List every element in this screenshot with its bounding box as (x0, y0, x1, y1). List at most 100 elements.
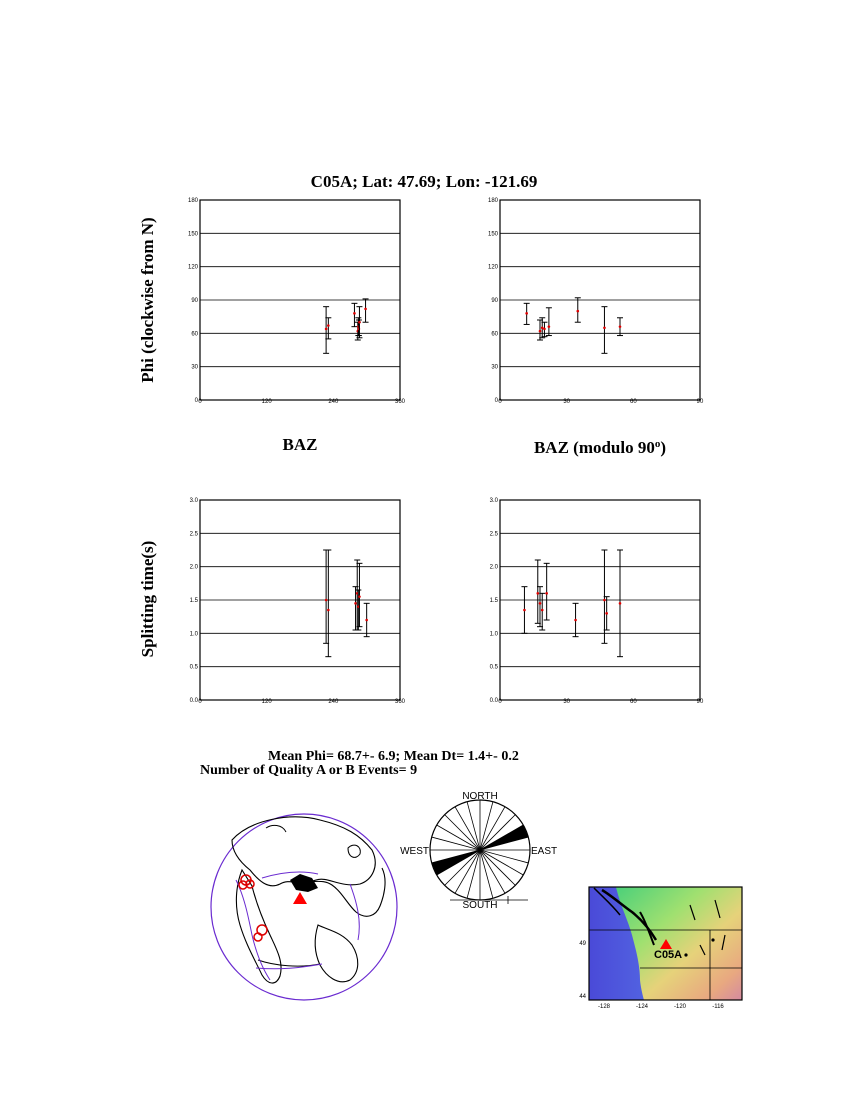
rose-petal (480, 825, 529, 850)
data-point (523, 608, 526, 612)
data-point (525, 312, 528, 315)
y-tick-label: 0 (495, 398, 499, 404)
y-tick-label: 60 (491, 331, 498, 337)
baz-axis-title: BAZ (283, 435, 318, 454)
data-point (603, 598, 606, 602)
data-point (365, 618, 368, 622)
continent-outline (231, 816, 376, 887)
error-bar (325, 549, 332, 658)
y-tick-label: 0.0 (490, 698, 499, 704)
coastline (601, 888, 658, 941)
y-tick-label: 2.0 (490, 565, 499, 571)
y-tick-label: 60 (191, 331, 198, 337)
y-tick-label: 0.0 (190, 698, 199, 704)
data-point (324, 327, 328, 331)
data-point (547, 325, 551, 328)
lat-tick-label: 44 (579, 994, 586, 1000)
lon-tick-label: -120 (674, 1004, 687, 1010)
y-tick-label: 180 (188, 198, 199, 204)
error-bar (543, 562, 550, 621)
y-tick-label: 120 (488, 265, 499, 271)
x-tick-label: 0 (498, 399, 502, 405)
data-point (358, 595, 361, 598)
y-tick-label: 120 (188, 265, 199, 271)
data-point (545, 592, 548, 595)
data-point (536, 592, 540, 595)
data-point (324, 598, 328, 602)
y-tick-label: 0.5 (490, 665, 499, 671)
x-tick-label: 0 (198, 399, 202, 405)
data-point (618, 325, 622, 328)
rose-diagram: NORTH SOUTH EAST WEST (400, 791, 557, 911)
plot-frame (499, 499, 701, 701)
data-point (538, 602, 542, 605)
rose-south-label: SOUTH (463, 900, 498, 911)
station-dot (684, 953, 688, 957)
y-tick-label: 0 (195, 398, 199, 404)
y-tick-label: 30 (191, 365, 198, 371)
baz-mod90-axis-title: BAZ (modulo 90o) (534, 438, 666, 457)
x-tick-label: 360 (395, 699, 406, 705)
y-tick-label: 30 (491, 365, 498, 371)
y-tick-label: 2.5 (190, 531, 199, 537)
y-tick-label: 2.5 (490, 531, 499, 537)
baz-mod90-suffix: ) (660, 438, 666, 457)
x-tick-label: 240 (328, 399, 339, 405)
y-tick-label: 2.0 (190, 565, 199, 571)
landmass-fill (290, 874, 318, 892)
plot-frame (199, 199, 401, 401)
error-bar (351, 302, 358, 328)
station-title: C05A; Lat: 47.69; Lon: -121.69 (311, 172, 538, 191)
data-point (358, 320, 361, 324)
lon-tick-label: -128 (598, 1004, 611, 1010)
event-marker (253, 932, 263, 942)
y-tick-label: 150 (488, 231, 499, 237)
data-point (327, 608, 330, 612)
data-point (353, 312, 356, 315)
globe-event-map (210, 813, 398, 1001)
continent-outline (235, 868, 282, 984)
y-tick-label: 180 (488, 198, 499, 204)
data-point (605, 612, 608, 615)
y-tick-label: 90 (491, 298, 498, 304)
data-point (354, 602, 357, 605)
lat-tick-label: 49 (579, 941, 586, 947)
data-point (540, 608, 544, 612)
error-bar (356, 562, 363, 628)
y-tick-label: 0.5 (190, 665, 199, 671)
degree-superscript: o (655, 438, 661, 450)
data-point (540, 326, 544, 330)
error-bar (545, 307, 552, 337)
error-bar (601, 306, 608, 354)
event-marker (238, 880, 248, 890)
rose-petal (431, 850, 480, 875)
data-point (618, 602, 622, 605)
station-triangle-icon (293, 892, 307, 904)
event-marker (245, 879, 255, 889)
dt-vs-baz-mod90-chart: 3.0 2.5 2.0 1.5 1.0 0.5 0.0 0 30 60 90 (490, 498, 704, 705)
error-bar (539, 592, 546, 631)
data-point (327, 324, 330, 327)
coastline (639, 911, 655, 946)
coastline (593, 887, 621, 916)
land-area (616, 887, 742, 1000)
x-tick-label: 90 (697, 699, 704, 705)
lon-tick-label: -116 (712, 1004, 724, 1010)
mean-statistics: Mean Phi= 68.7+- 6.9; Mean Dt= 1.4+- 0.2 (268, 749, 519, 764)
regional-map: C05A 49 44 -128 -124 -120 -116 (579, 886, 743, 1010)
data-point (574, 618, 577, 622)
x-tick-label: 60 (630, 699, 637, 705)
y-tick-label: 1.0 (190, 631, 199, 637)
y-tick-label: 3.0 (190, 498, 199, 504)
station-map-label: C05A (654, 949, 682, 961)
rose-north-label: NORTH (462, 791, 497, 802)
continent-outline (265, 824, 287, 833)
station-triangle-icon (660, 939, 672, 949)
rose-west-label: WEST (400, 846, 429, 857)
x-tick-label: 0 (498, 699, 502, 705)
continent-outline (257, 959, 321, 967)
y-tick-label: 1.5 (190, 598, 199, 604)
